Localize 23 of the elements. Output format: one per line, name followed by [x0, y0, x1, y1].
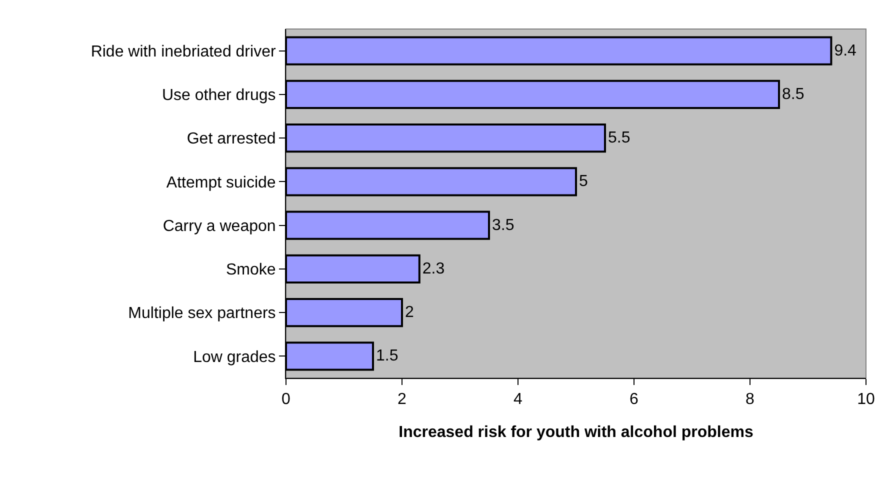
y-tick-label: Carry a weapon	[162, 218, 276, 235]
y-tick-label: Multiple sex partners	[128, 305, 276, 322]
data-label: 9.4	[834, 42, 857, 60]
data-label: 2	[405, 304, 414, 322]
x-tick-label: 10	[857, 391, 875, 408]
data-label: 1.5	[376, 348, 398, 365]
data-label: 3.5	[492, 216, 514, 234]
data-label: 8.5	[782, 86, 804, 103]
data-label: 5	[579, 173, 588, 190]
x-tick-label: 0	[282, 391, 291, 408]
x-tick-label: 6	[630, 391, 639, 408]
y-tick-label: Attempt suicide	[166, 174, 276, 192]
x-axis-title: Increased risk for youth with alcohol problems	[398, 424, 754, 441]
x-tick-label: 8	[746, 391, 755, 408]
y-tick-label: Smoke	[226, 262, 276, 279]
x-tick-label: 2	[398, 391, 407, 408]
y-tick-label: Low grades	[193, 348, 276, 366]
data-label: 5.5	[608, 130, 630, 147]
y-tick-label: Get arrested	[186, 130, 276, 148]
y-tick-label: Use other drugs	[162, 87, 276, 104]
y-tick-label: Ride with inebriated driver	[90, 43, 276, 60]
x-tick-label: 4	[514, 391, 523, 408]
data-label: 2.3	[422, 260, 445, 278]
